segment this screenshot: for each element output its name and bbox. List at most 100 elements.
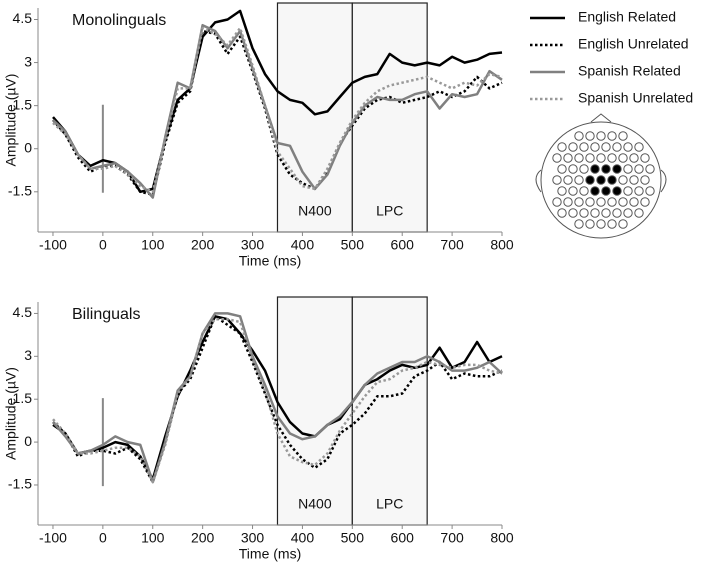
electrode	[629, 153, 639, 163]
electrode	[596, 175, 606, 185]
electrode	[640, 197, 650, 207]
electrode	[563, 153, 573, 163]
series-line	[52, 26, 503, 194]
electrode	[579, 142, 589, 152]
x-tick-label: 500	[341, 237, 365, 253]
electrode	[601, 164, 611, 174]
x-tick-label: -100	[39, 530, 67, 546]
electrode	[629, 175, 639, 185]
electrode	[634, 186, 644, 196]
x-tick-label: 0	[99, 530, 107, 546]
window-label: N400	[298, 203, 332, 219]
electrode	[568, 142, 578, 152]
series-line	[52, 315, 503, 481]
legend-label: English Related	[578, 9, 676, 25]
electrode	[590, 186, 600, 196]
x-tick-label: 200	[191, 237, 215, 253]
electrode	[557, 164, 567, 174]
electrode	[557, 208, 567, 218]
electrode	[596, 219, 606, 229]
electrode	[590, 208, 600, 218]
x-tick-label: 700	[440, 530, 464, 546]
electrode	[612, 208, 622, 218]
y-tick-label: 4.5	[13, 10, 33, 26]
electrode	[563, 197, 573, 207]
y-axis-label: Amplitude (µV)	[3, 74, 19, 167]
electrode	[596, 131, 606, 141]
electrode	[601, 208, 611, 218]
electrode	[568, 208, 578, 218]
time-window	[351, 2, 428, 233]
x-tick-label: 500	[341, 530, 365, 546]
electrode	[618, 131, 628, 141]
electrode	[634, 164, 644, 174]
x-tick-label: 300	[241, 237, 265, 253]
time-window	[351, 296, 428, 526]
y-tick-label: -1.5	[8, 182, 32, 198]
electrode	[552, 153, 562, 163]
electrode	[607, 219, 617, 229]
electrode	[574, 153, 584, 163]
electrode	[596, 153, 606, 163]
electrode	[645, 164, 655, 174]
x-tick-label: 400	[291, 237, 315, 253]
panel-title: Monolinguals	[72, 12, 166, 29]
electrode	[612, 164, 622, 174]
x-axis-label: Time (ms)	[239, 253, 301, 269]
legend-label: English Unrelated	[578, 36, 689, 52]
series-line	[52, 315, 503, 484]
electrode	[634, 208, 644, 218]
electrode	[579, 208, 589, 218]
ears-nose	[535, 113, 667, 193]
x-tick-label: 300	[241, 530, 265, 546]
electrode	[607, 197, 617, 207]
x-tick-label: 200	[191, 530, 215, 546]
y-tick-label: -1.5	[8, 476, 32, 492]
series-line	[52, 312, 503, 484]
y-tick-label: 0	[24, 139, 32, 155]
electrode	[552, 175, 562, 185]
electrode	[640, 153, 650, 163]
x-tick-label: -100	[39, 237, 67, 253]
electrode	[574, 131, 584, 141]
electrode	[607, 131, 617, 141]
y-tick-label: 4.5	[13, 304, 33, 320]
x-tick-label: 600	[391, 530, 415, 546]
electrode	[601, 142, 611, 152]
x-tick-label: 100	[141, 237, 165, 253]
electrode	[574, 219, 584, 229]
x-tick-label: 600	[391, 237, 415, 253]
electrode	[568, 164, 578, 174]
x-tick-label: 800	[490, 237, 514, 253]
electrode	[623, 208, 633, 218]
window-label: LPC	[376, 496, 403, 512]
electrode	[585, 131, 595, 141]
electrode	[579, 186, 589, 196]
electrode	[601, 186, 611, 196]
electrode	[634, 142, 644, 152]
electrode	[623, 142, 633, 152]
electrode	[585, 197, 595, 207]
electrode	[629, 197, 639, 207]
electrode	[590, 142, 600, 152]
electrode	[623, 164, 633, 174]
electrode	[612, 186, 622, 196]
electrode	[640, 175, 650, 185]
x-tick-label: 400	[291, 530, 315, 546]
head-map	[535, 113, 667, 239]
electrode	[585, 219, 595, 229]
electrode	[568, 186, 578, 196]
electrode	[585, 153, 595, 163]
series-line	[52, 317, 503, 484]
y-tick-label: 3	[24, 53, 32, 69]
electrode	[596, 197, 606, 207]
electrode	[552, 197, 562, 207]
electrode	[574, 175, 584, 185]
electrode	[563, 175, 573, 185]
y-tick-label: 1.5	[13, 96, 33, 112]
electrode	[607, 153, 617, 163]
time-window	[276, 2, 353, 233]
electrode	[607, 175, 617, 185]
y-tick-label: 3	[24, 347, 32, 363]
legend-label: Spanish Related	[578, 63, 681, 79]
